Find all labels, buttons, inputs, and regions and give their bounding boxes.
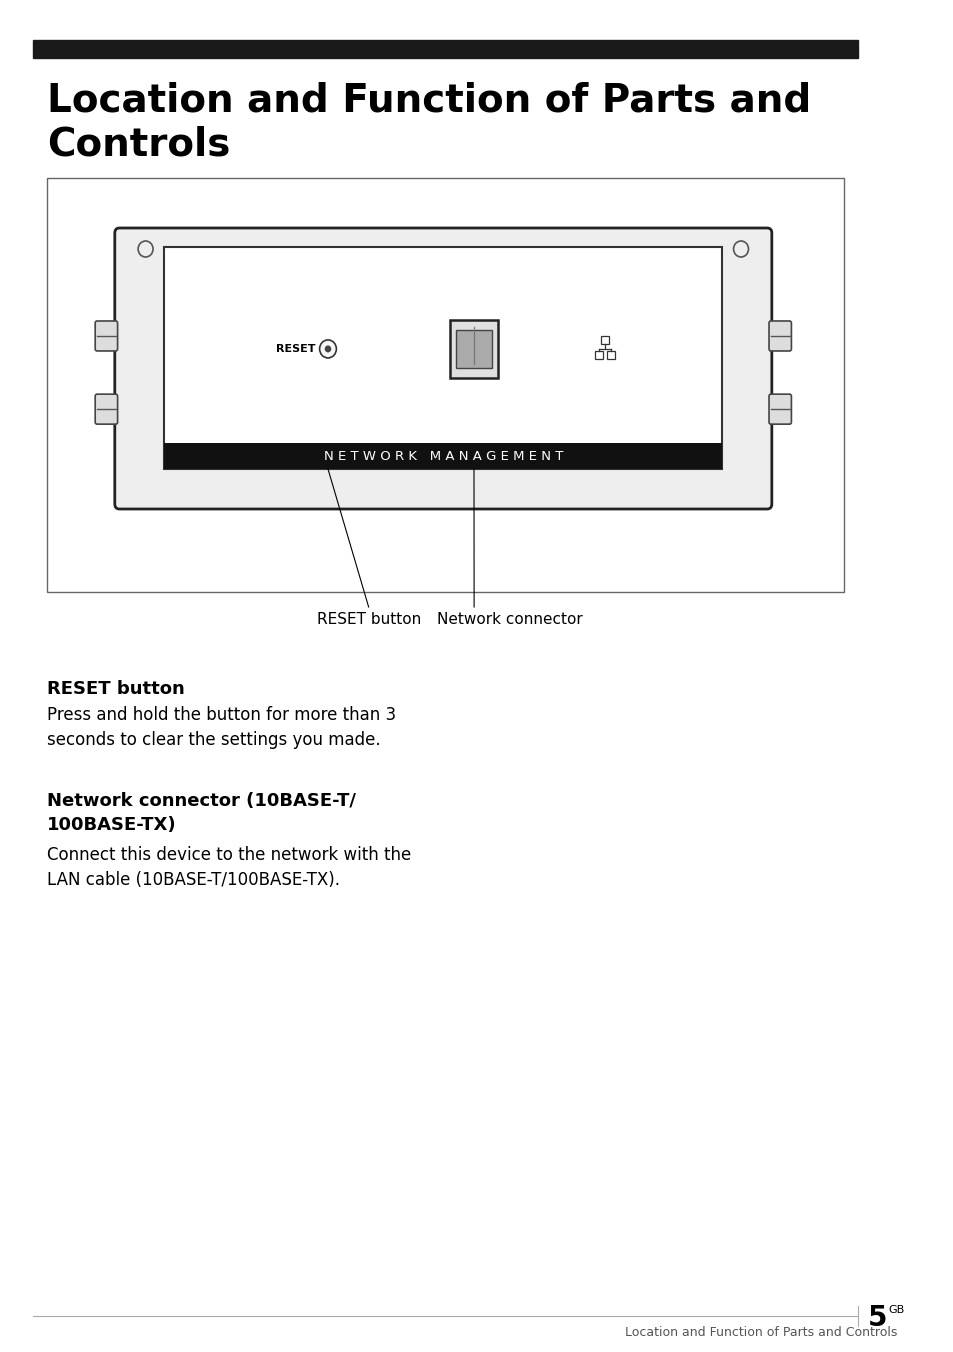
Bar [164, 443, 721, 469]
Circle shape [319, 339, 336, 358]
Text: GB: GB [887, 1305, 903, 1315]
Bar [32, 41, 857, 58]
Bar [456, 330, 491, 368]
Circle shape [324, 345, 331, 353]
Text: Network connector: Network connector [436, 612, 582, 627]
Bar [607, 352, 615, 360]
Bar [595, 352, 602, 360]
Text: RESET button: RESET button [47, 680, 184, 698]
FancyBboxPatch shape [114, 228, 771, 508]
Text: Press and hold the button for more than 3
seconds to clear the settings you made: Press and hold the button for more than … [47, 706, 395, 749]
Text: RESET button: RESET button [317, 612, 421, 627]
Bar [47, 178, 842, 592]
FancyBboxPatch shape [95, 320, 117, 352]
Circle shape [733, 241, 748, 257]
Circle shape [138, 241, 152, 257]
Text: Location and Function of Parts and Controls: Location and Function of Parts and Contr… [624, 1326, 897, 1338]
Text: Network connector (10BASE-T/
100BASE-TX): Network connector (10BASE-T/ 100BASE-TX) [47, 792, 355, 834]
FancyBboxPatch shape [95, 395, 117, 425]
Text: N E T W O R K   M A N A G E M E N T: N E T W O R K M A N A G E M E N T [323, 449, 562, 462]
Text: Connect this device to the network with the
LAN cable (10BASE-T/100BASE-TX).: Connect this device to the network with … [47, 846, 411, 890]
Text: 5: 5 [867, 1303, 886, 1332]
Bar [449, 320, 497, 379]
FancyBboxPatch shape [768, 320, 791, 352]
FancyBboxPatch shape [768, 395, 791, 425]
Text: Location and Function of Parts and: Location and Function of Parts and [47, 82, 810, 120]
Bar [164, 247, 721, 469]
Text: RESET: RESET [276, 343, 315, 354]
Bar [600, 335, 608, 343]
Text: Controls: Controls [47, 126, 230, 164]
